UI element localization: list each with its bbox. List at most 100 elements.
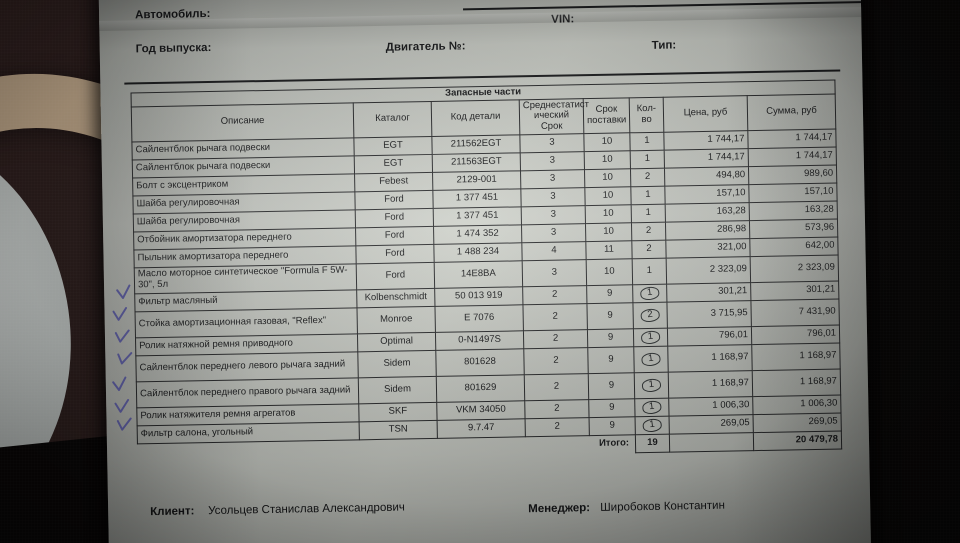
cell-part-code: 9.7.47 [437,418,526,438]
cell-quantity: 2 [632,301,668,329]
cell-sum: 163,28 [749,200,838,221]
totals-quantity: 19 [635,433,670,453]
cell-price: 1 006,30 [668,396,754,416]
cell-delivery-term: 9 [588,372,635,400]
cell-sum: 796,01 [751,324,840,345]
cell-price: 321,00 [665,238,751,258]
cell-description: Сайлентблок переднего левого рычага задн… [135,351,359,382]
paper-document: Автомобиль: VIN: Год выпуска: Двигатель … [98,0,872,543]
cell-average-term: 3 [519,133,585,153]
cell-part-code: 14E8BA [434,260,523,288]
cell-delivery-term: 9 [588,398,636,418]
cell-part-code: VKM 34050 [436,400,526,420]
field-label-type: Тип: [651,39,677,52]
cell-sum: 1 168,97 [752,368,841,397]
cell-price: 3 715,95 [666,300,752,328]
totals-sum: 20 479,78 [753,430,842,451]
cell-part-code: 211563EGT [432,152,521,172]
cell-quantity: 2 [630,167,665,187]
cell-catalog: Monroe [356,305,436,334]
cell-quantity: 1 [632,257,667,285]
cell-part-code: 0-N1497S [435,330,524,350]
cell-average-term: 2 [524,373,589,401]
cell-description: Сайлентблок переднего правого рычага зад… [136,377,359,408]
delivery-line2: поставки [586,113,627,126]
cell-delivery-term: 9 [587,328,634,348]
cell-sum: 1 168,97 [751,342,841,371]
cell-sum: 7 431,90 [750,298,840,327]
cell-price: 1 744,17 [663,130,749,150]
cell-average-term: 2 [524,399,590,419]
col-header-part-code: Код детали [431,99,520,136]
cell-price: 494,80 [664,166,749,186]
cell-price: 1 744,17 [664,148,749,168]
cell-average-term: 2 [522,285,587,305]
cell-sum: 573,96 [749,218,838,239]
cell-part-code: 1 488 234 [433,242,523,262]
cell-quantity: 1 [635,415,670,435]
cell-description: Масло моторное синтетическое "Formula F … [134,263,357,294]
cell-delivery-term: 10 [585,222,632,242]
cell-part-code: E 7076 [434,304,524,332]
cell-catalog: Optimal [357,331,436,352]
cell-price: 269,05 [669,414,754,434]
cell-quantity: 1 [633,345,669,373]
cell-quantity: 1 [632,283,667,303]
cell-sum: 1 006,30 [752,394,842,415]
col-header-sum: Сумма, руб [747,93,836,131]
cell-sum: 989,60 [748,164,837,185]
avg-term-line2: ический [533,109,570,122]
cell-price: 286,98 [665,220,750,240]
col-header-delivery-term: Срок поставки [583,97,630,134]
manager-label: Менеджер: [528,502,591,516]
cell-catalog: EGT [353,135,433,156]
col-header-catalog: Каталог [353,101,432,138]
client-name: Усольцев Станислав Александрович [208,501,405,518]
spare-parts-table: Запасные части Описание Каталог Код дета… [131,80,843,462]
cell-catalog: SKF [358,401,438,422]
cell-price: 796,01 [667,326,752,346]
cell-average-term: 2 [522,303,588,331]
field-label-engine: Двигатель №: [385,40,466,54]
cell-catalog: Sidem [357,349,437,378]
quantity-circled-mark: 2 [639,307,661,323]
cell-average-term: 3 [522,259,587,287]
col-header-average-term: Среднестатист ический Срок [519,98,589,135]
cell-quantity: 2 [631,239,667,259]
totals-label: Итого: [598,437,630,449]
cell-sum: 157,10 [748,182,838,203]
cell-quantity: 1 [629,131,665,151]
cell-description: Стойка амортизационная газовая, "Reflex" [135,307,358,338]
cell-delivery-term: 9 [586,284,633,304]
cell-part-code: 1 377 451 [433,206,522,226]
cell-sum: 1 744,17 [748,146,837,167]
col-header-description: Описание [131,102,354,142]
cell-delivery-term: 10 [583,132,631,152]
cell-sum: 301,21 [750,280,839,301]
cell-delivery-term: 10 [584,150,631,170]
cell-catalog: TSN [359,419,438,440]
cell-part-code: 1 474 352 [433,224,522,244]
cell-average-term: 3 [521,205,586,225]
cell-catalog: Ford [355,225,434,246]
cell-delivery-term: 9 [587,346,635,374]
cell-quantity: 1 [634,397,670,417]
cell-sum: 642,00 [749,236,839,257]
cell-delivery-term: 9 [589,416,636,436]
cell-sum: 1 744,17 [747,128,837,149]
cell-average-term: 2 [523,347,589,375]
quantity-circled-mark: 1 [641,399,663,415]
cell-delivery-term: 10 [584,168,631,188]
cell-part-code: 801628 [435,348,525,376]
cell-delivery-term: 9 [586,302,634,330]
totals-price-empty [669,432,754,452]
cell-delivery-term: 10 [586,258,633,286]
cell-catalog: Febest [354,171,433,192]
cell-average-term: 3 [520,151,585,171]
cell-quantity: 1 [630,149,665,169]
cell-catalog: Ford [355,243,435,264]
document-content: Автомобиль: VIN: Год выпуска: Двигатель … [98,0,871,543]
client-label: Клиент: [150,505,195,519]
col-header-price: Цена, руб [663,95,748,132]
